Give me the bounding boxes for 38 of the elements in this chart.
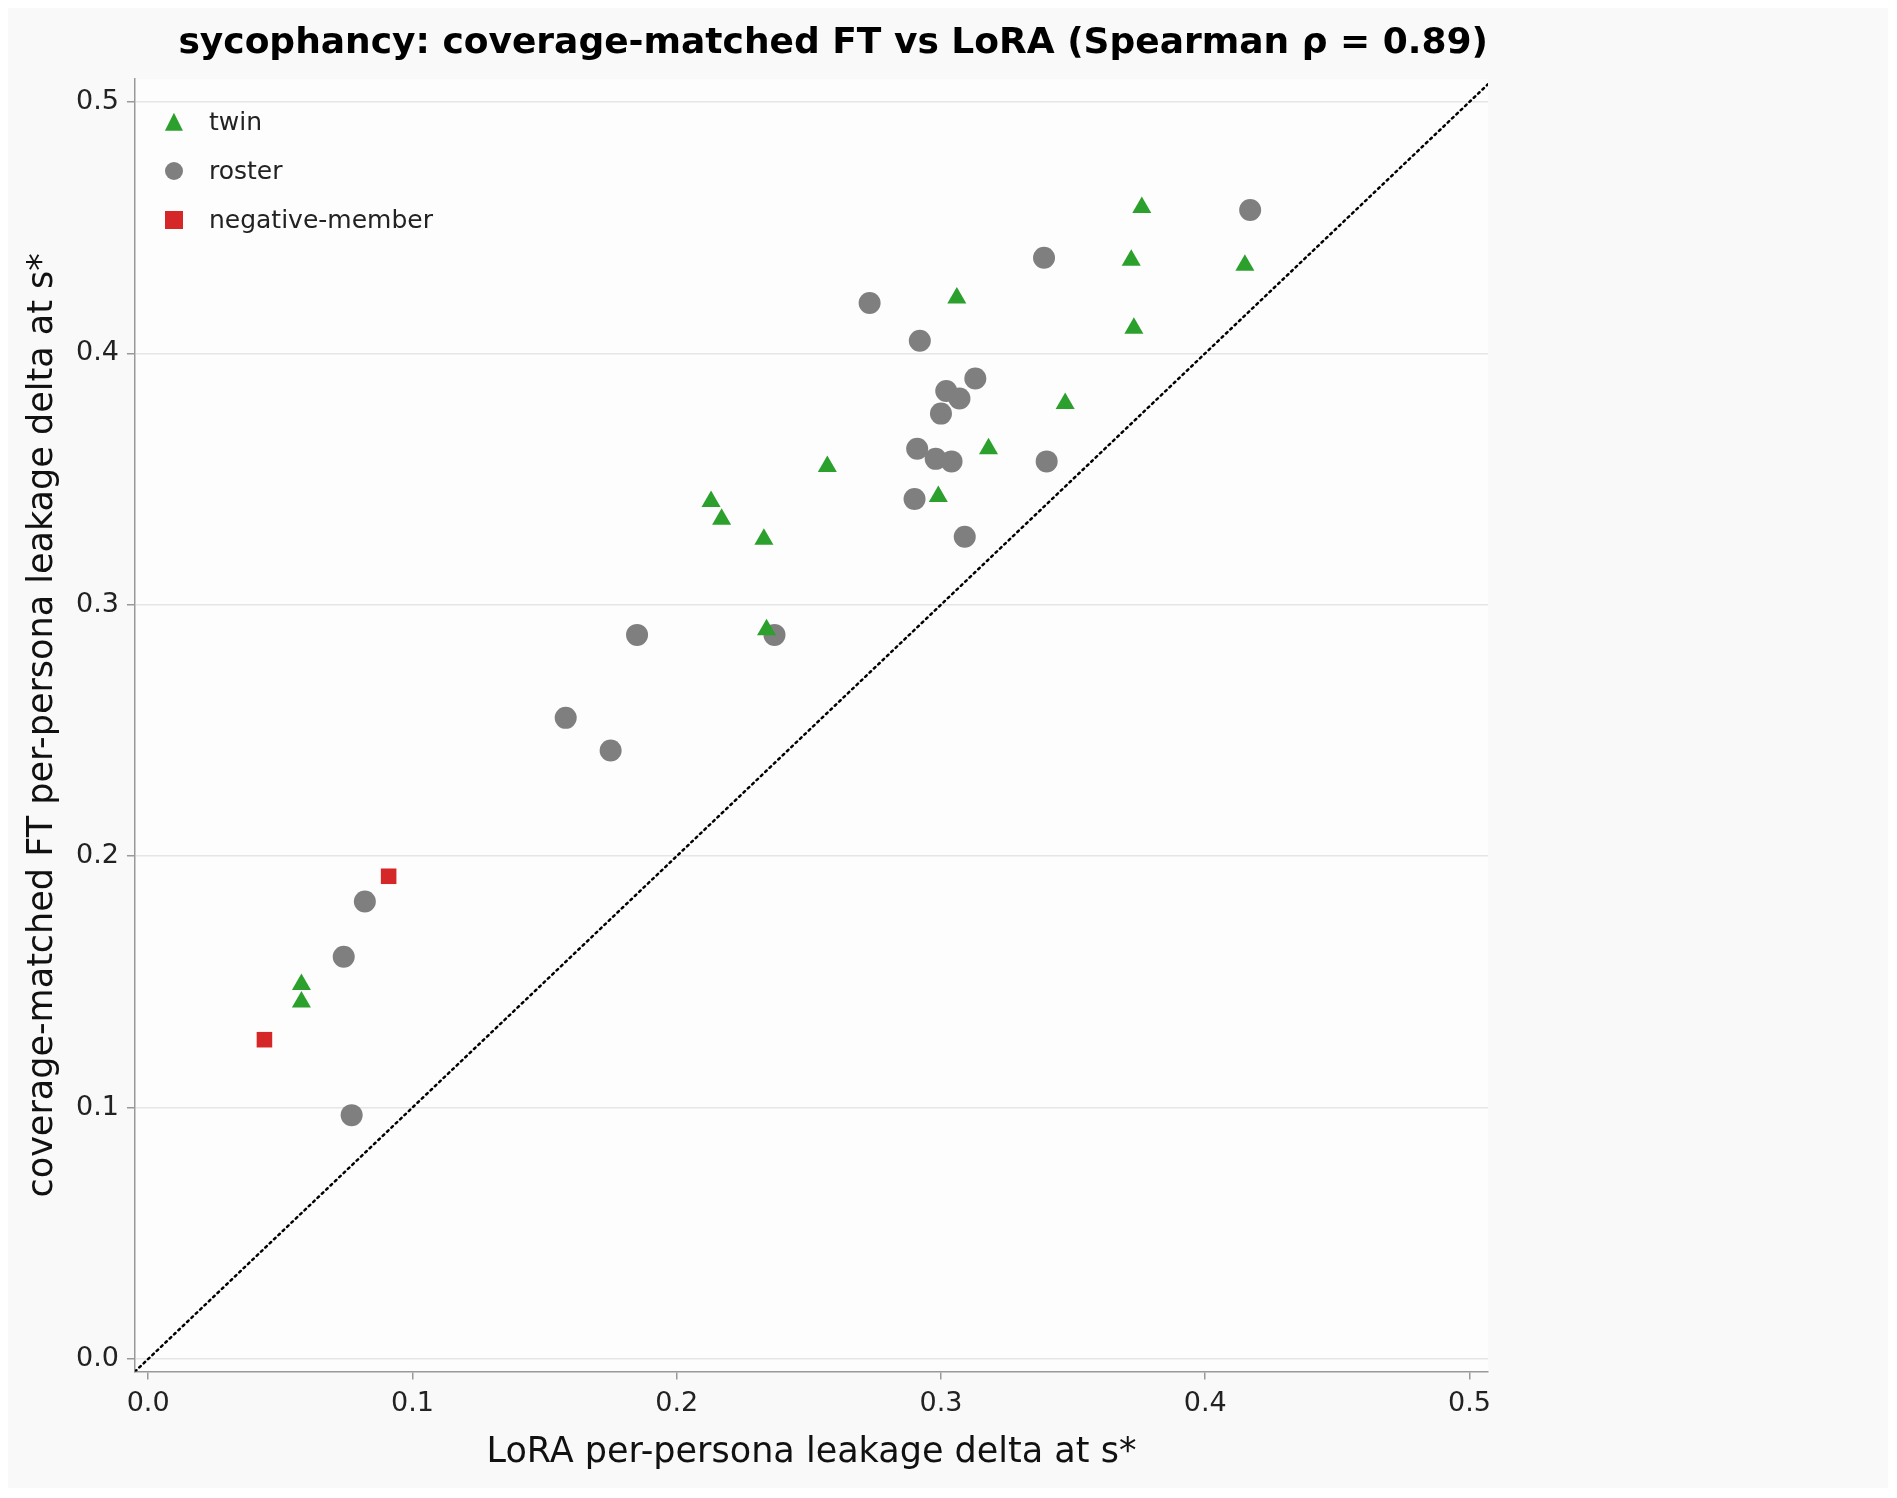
point: [948, 387, 971, 410]
point: [332, 945, 355, 968]
x-tick-label: 0.0: [126, 1385, 170, 1417]
y-axis-title: coverage-matched FT per-persona leakage delta at s*: [20, 253, 61, 1198]
point: [1239, 198, 1262, 221]
legend-label: roster: [208, 156, 283, 186]
chart-title: sycophancy: coverage-matched FT vs LoRA (Spearman ρ = 0.89): [178, 19, 1488, 61]
x-tick-label: 0.3: [919, 1385, 963, 1417]
y-tick-label: 0.1: [75, 1089, 119, 1121]
y-tick-label: 0.5: [75, 83, 119, 115]
y-tick-label: 0.2: [75, 838, 119, 870]
point: [1033, 246, 1056, 269]
point: [858, 291, 881, 314]
point: [599, 739, 622, 762]
x-tick-label: 0.4: [1183, 1385, 1227, 1417]
point: [626, 623, 649, 646]
y-tick-label: 0.3: [75, 586, 119, 618]
point: [1035, 450, 1058, 473]
point: [953, 525, 976, 548]
point: [340, 1104, 363, 1127]
point: [380, 868, 397, 885]
point: [906, 437, 929, 460]
point: [964, 367, 987, 390]
y-tick-label: 0.4: [75, 335, 119, 367]
point: [929, 402, 952, 425]
point: [256, 1031, 273, 1048]
x-tick-label: 0.5: [1448, 1385, 1491, 1417]
legend-label: twin: [208, 107, 262, 137]
y-tick-label: 0.0: [75, 1341, 119, 1373]
point: [554, 706, 577, 729]
legend-label: negative-member: [208, 205, 433, 235]
point: [908, 329, 931, 352]
x-axis-title: LoRA per-persona leakage delta at s*: [486, 1430, 1137, 1471]
x-tick-label: 0.1: [390, 1385, 434, 1417]
x-tick-label: 0.2: [655, 1385, 699, 1417]
point: [940, 450, 963, 473]
point: [903, 488, 926, 511]
point: [353, 890, 376, 913]
